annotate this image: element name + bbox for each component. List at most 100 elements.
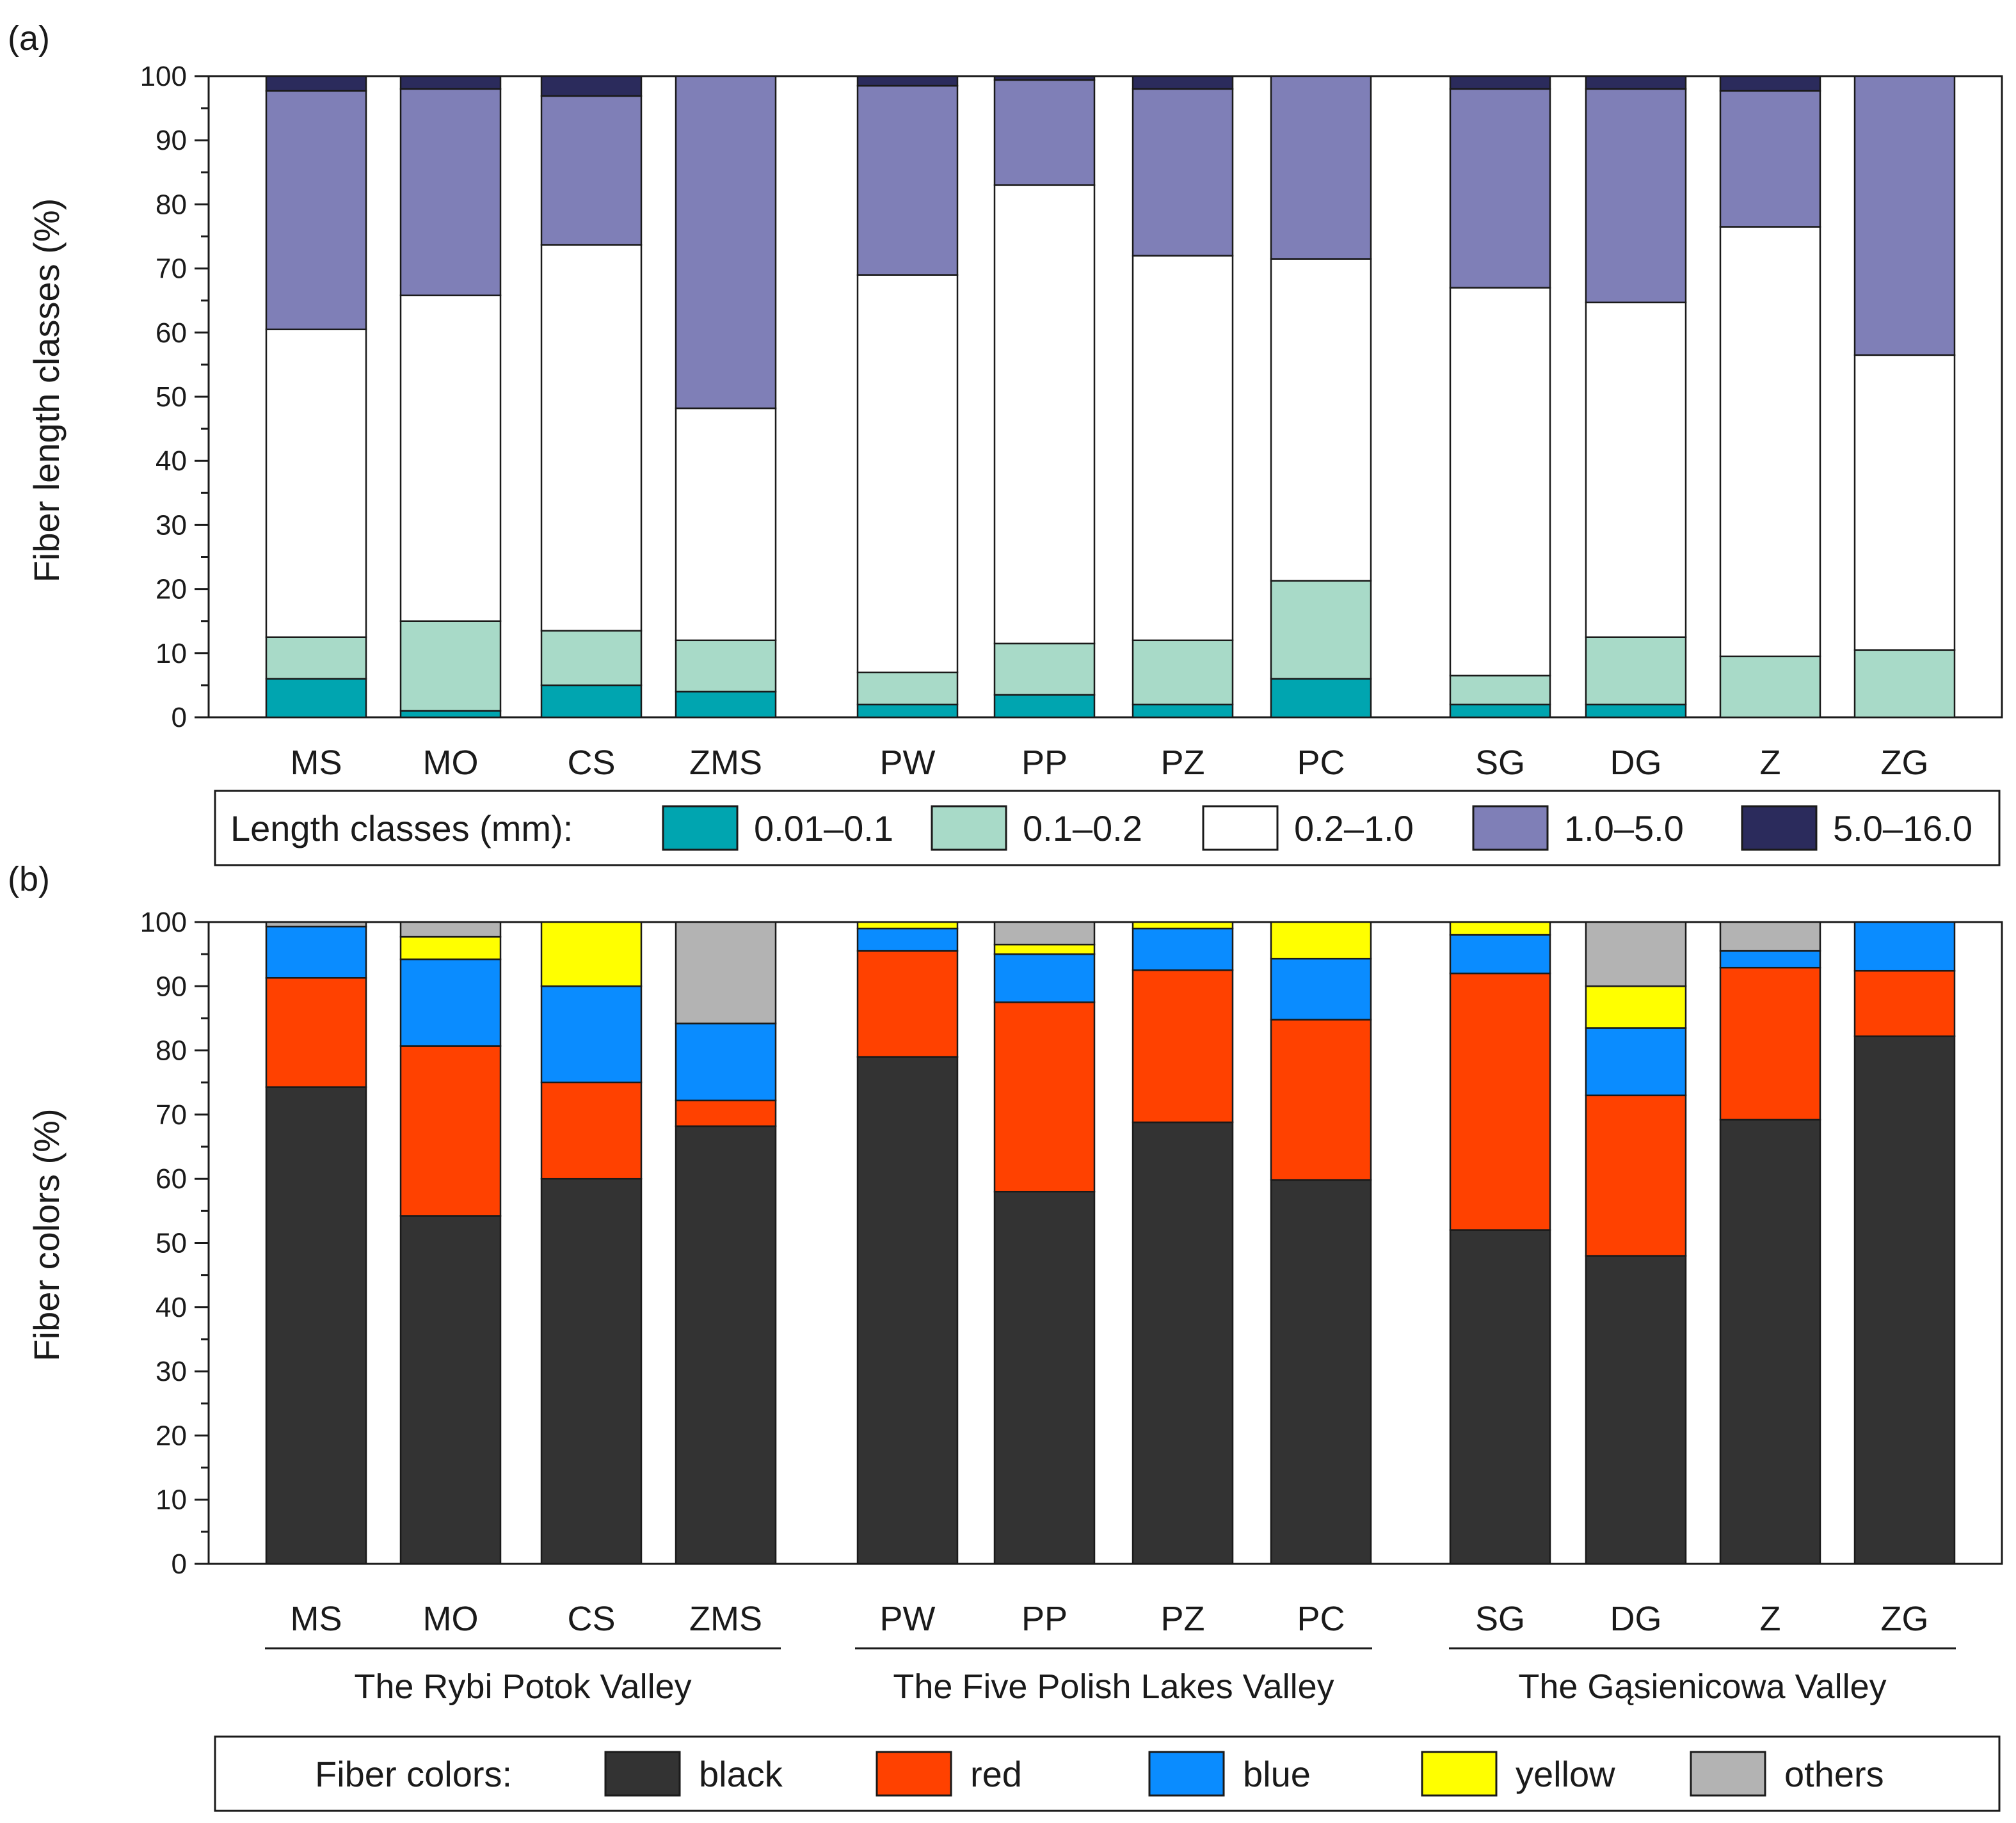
- panel-a-bar-sg-1-0-5-0: [1449, 88, 1551, 289]
- panel-b-category-label-pw: PW: [880, 1600, 936, 1638]
- panel-b-bar-cs-red: [540, 1081, 643, 1180]
- panel-b-bar-pp-black: [993, 1191, 1096, 1565]
- panel-a-bar-sg-0-1-0-2: [1449, 674, 1551, 706]
- panel-b-bar-pc-blue: [1270, 957, 1372, 1021]
- panel-b-legend-swatch-blue: [1148, 1751, 1225, 1797]
- panel-a-plot-frame: [207, 75, 2003, 719]
- panel-a-bar-ms-0-2-1-0: [265, 328, 367, 638]
- panel-b-bar-zms-blue: [675, 1023, 777, 1102]
- panel-a-bar-zms-0-2-1-0: [675, 407, 777, 642]
- panel-b-bar-z-red: [1719, 966, 1821, 1121]
- panel-b-y-tick-label-10: 10: [156, 1485, 187, 1516]
- panel-a-plot: 0 10 20 30 40 50 60 70 80 90 100 MS MO CS ZMS PW PP PZ PC S…: [140, 61, 2003, 782]
- panel-b-bar-pp-yellow: [993, 943, 1096, 955]
- panel-a-bar-zg-1-0-5-0: [1853, 75, 1956, 356]
- panel-a-bar-pz-1-0-5-0: [1132, 88, 1234, 257]
- panel-a-legend-label-1-0-5-0: 1.0–5.0: [1564, 808, 1684, 848]
- panel-b-y-tick-label-20: 20: [156, 1420, 187, 1451]
- panel-a-bar-zg-0-1-0-2: [1853, 649, 1956, 719]
- panel-a-y-tick-label-90: 90: [156, 125, 187, 156]
- panel-a-bar-dg-0-1-0-2: [1585, 636, 1687, 706]
- panel-b-bar-ms-others: [265, 921, 367, 928]
- panel-a-bar-pc-0-2-1-0: [1270, 258, 1372, 582]
- panel-b-legend-swatch-red: [876, 1751, 952, 1797]
- panel-b-category-label-zms: ZMS: [689, 1600, 762, 1638]
- panel-b-legend: Fiber colors: black red blue yellow others: [315, 1751, 1884, 1797]
- panel-b-y-tick-label-40: 40: [156, 1292, 187, 1323]
- panel-b-legend-label-black: black: [699, 1754, 783, 1794]
- panel-a-bar-sg-0-01-0-1: [1449, 703, 1551, 719]
- panel-a-bar-pz-0-1-0-2: [1132, 639, 1234, 706]
- panel-a-bar-pc-1-0-5-0: [1270, 75, 1372, 260]
- panel-b-category-label-z: Z: [1760, 1600, 1781, 1638]
- panel-a-bar-pp-0-2-1-0: [993, 184, 1096, 645]
- panel-a-bar-pc-0-1-0-2: [1270, 580, 1372, 680]
- panel-b-bar-pw-black: [856, 1056, 959, 1565]
- panel-b-category-label-ms: MS: [291, 1600, 342, 1638]
- panel-a-legend-swatch-0-2-1-0: [1202, 805, 1279, 851]
- panel-b-y-tick-label-90: 90: [156, 971, 187, 1002]
- panel-a-bar-pp-0-01-0-1: [993, 694, 1096, 719]
- panel-b-bar-z-blue: [1719, 950, 1821, 969]
- panel-a-y-tick-label-60: 60: [156, 317, 187, 349]
- panel-b-y-tick-label-70: 70: [156, 1099, 187, 1131]
- panel-b-valley-groups: The Rybi Potok Valley The Five Polish Lak…: [265, 1647, 1956, 1706]
- panel-a-legend-box: [214, 790, 2001, 866]
- panel-b-y-tick-label-50: 50: [156, 1228, 187, 1259]
- panel-b-category-label-cs: CS: [567, 1600, 615, 1638]
- panel-b-bar-dg-others: [1585, 921, 1687, 987]
- panel-a-label: (a): [8, 19, 50, 58]
- panel-b-bar-zg-blue: [1853, 921, 1956, 972]
- panel-b-y-tick-label-0: 0: [172, 1548, 187, 1580]
- panel-a-category-label-mo: MO: [423, 744, 479, 782]
- group-label-the-rybi-potok-valley: The Rybi Potok Valley: [354, 1668, 691, 1706]
- panel-b-legend-swatch-yellow: [1421, 1751, 1498, 1797]
- panel-a-bar-zms-0-1-0-2: [675, 639, 777, 693]
- panel-a-bar-pz-0-2-1-0: [1132, 255, 1234, 642]
- panel-b-category-label-sg: SG: [1475, 1600, 1525, 1638]
- group-label-the-five-polish-lakes-valley: The Five Polish Lakes Valley: [893, 1668, 1334, 1706]
- panel-a-bar-ms-1-0-5-0: [265, 90, 367, 331]
- panel-a-bar-mo-0-1-0-2: [399, 620, 502, 712]
- panel-b-y-axis-label: Fiber colors (%): [26, 1108, 67, 1361]
- panel-a-y-tick-label-50: 50: [156, 381, 187, 413]
- panel-a-y-tick-label-70: 70: [156, 253, 187, 285]
- panel-a-bar-cs-1-0-5-0: [540, 95, 643, 246]
- panel-a-bar-pp-1-0-5-0: [993, 79, 1096, 186]
- panel-a-category-label-zg: ZG: [1881, 744, 1929, 782]
- panel-a-legend-label-5-0-16-0: 5.0–16.0: [1833, 808, 1972, 848]
- panel-a-bar-mo-0-2-1-0: [399, 294, 502, 622]
- panel-b-bar-dg-blue: [1585, 1027, 1687, 1097]
- panel-a-bar-z-5-0-16-0: [1719, 75, 1821, 92]
- panel-a-category-label-zms: ZMS: [689, 744, 762, 782]
- panel-a-bar-zms-0-01-0-1: [675, 690, 777, 719]
- panel-b-bar-ms-blue: [265, 925, 367, 979]
- panel-a-bar-sg-5-0-16-0: [1449, 75, 1551, 90]
- panel-a-category-label-cs: CS: [567, 744, 615, 782]
- panel-b-bar-zms-others: [675, 921, 777, 1024]
- panel-a-legend-title: Length classes (mm):: [230, 808, 573, 848]
- panel-b-bar-pc-yellow: [1270, 921, 1372, 960]
- panel-a-category-label-pc: PC: [1297, 744, 1345, 782]
- panel-b-y-tick-label-30: 30: [156, 1356, 187, 1387]
- panel-b-bar-dg-yellow: [1585, 985, 1687, 1029]
- panel-a-category-label-pz: PZ: [1160, 744, 1204, 782]
- panel-a-bar-pw-0-01-0-1: [856, 703, 959, 719]
- panel-a-bar-dg-0-2-1-0: [1585, 301, 1687, 638]
- panel-a-bar-cs-5-0-16-0: [540, 75, 643, 97]
- panel-a-bar-cs-0-01-0-1: [540, 684, 643, 719]
- panel-b-bar-pz-yellow: [1132, 921, 1234, 930]
- panel-b-bar-pp-blue: [993, 953, 1096, 1003]
- panel-b-bar-z-black: [1719, 1118, 1821, 1565]
- panel-b-legend-swatch-others: [1690, 1751, 1766, 1797]
- panel-b-bar-zms-black: [675, 1125, 777, 1565]
- panel-b-y-tick-label-100: 100: [140, 907, 187, 938]
- panel-a-bar-pc-0-01-0-1: [1270, 678, 1372, 719]
- panel-a-legend-label-0-2-1-0: 0.2–1.0: [1294, 808, 1414, 848]
- panel-a-legend-swatch-1-0-5-0: [1472, 805, 1549, 851]
- panel-b-bar-mo-black: [399, 1215, 502, 1565]
- panel-a-bar-cs-0-2-1-0: [540, 244, 643, 632]
- panel-b-bar-mo-blue: [399, 958, 502, 1047]
- panel-b-bar-cs-black: [540, 1177, 643, 1565]
